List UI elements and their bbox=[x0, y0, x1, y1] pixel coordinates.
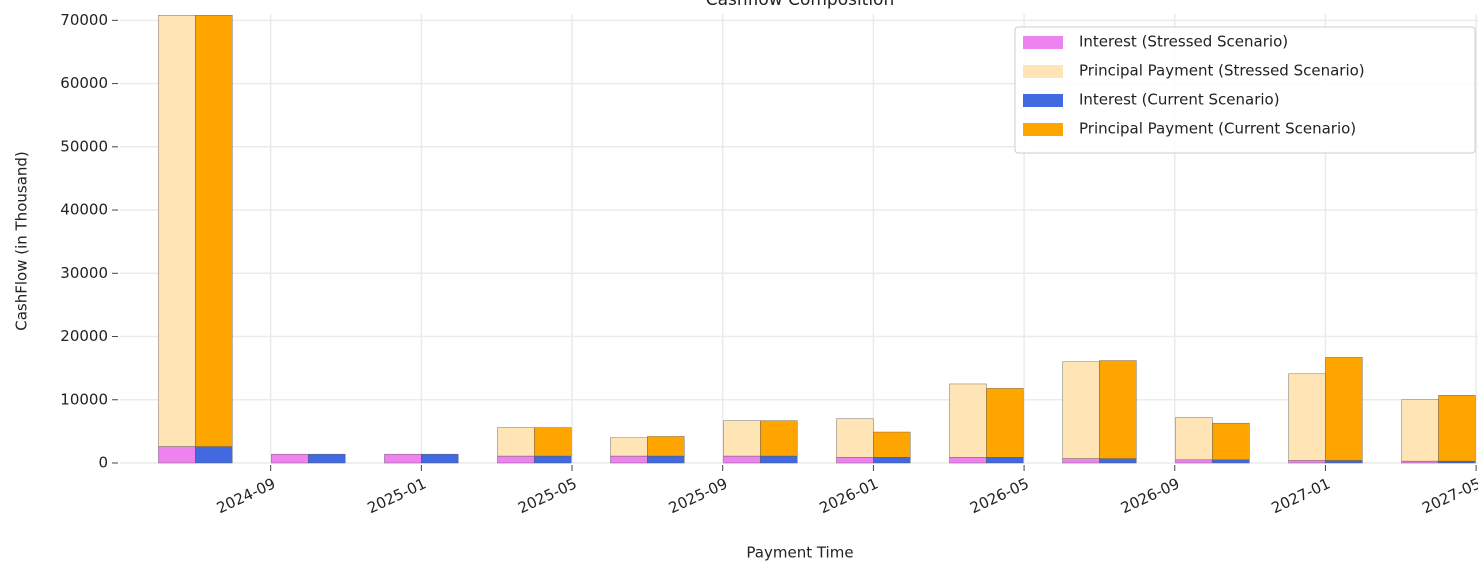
legend-label: Principal Payment (Stressed Scenario) bbox=[1079, 62, 1365, 80]
y-tick-label: 70000 bbox=[60, 11, 108, 29]
bar bbox=[308, 453, 346, 464]
bar bbox=[158, 446, 196, 464]
bar bbox=[647, 455, 685, 464]
bar bbox=[1438, 395, 1476, 462]
bar bbox=[1175, 417, 1213, 461]
x-tick-label: 2025-09 bbox=[666, 474, 730, 517]
x-tick-label: 2027-05 bbox=[1419, 474, 1478, 517]
bar bbox=[1325, 460, 1363, 464]
legend-swatch bbox=[1023, 123, 1063, 136]
x-tick-label: 2024-09 bbox=[214, 474, 278, 517]
bar bbox=[949, 383, 987, 458]
bar bbox=[723, 420, 761, 457]
legend-label: Interest (Current Scenario) bbox=[1079, 91, 1280, 109]
legend-label: Interest (Stressed Scenario) bbox=[1079, 33, 1288, 51]
legend-box bbox=[1014, 26, 1476, 154]
bar bbox=[1175, 459, 1213, 464]
bar bbox=[1401, 399, 1439, 462]
bar bbox=[195, 446, 233, 464]
bar bbox=[1438, 460, 1476, 464]
bar bbox=[497, 427, 535, 457]
x-tick-label: 2027-01 bbox=[1269, 474, 1333, 517]
bar bbox=[1288, 373, 1326, 461]
bar bbox=[271, 453, 309, 464]
y-tick-label: 50000 bbox=[60, 137, 108, 155]
x-tick-label: 2025-05 bbox=[515, 474, 579, 517]
legend-swatch bbox=[1023, 94, 1063, 107]
bar bbox=[384, 453, 422, 464]
y-tick-label: 10000 bbox=[60, 390, 108, 408]
x-tick-label: 2026-05 bbox=[967, 474, 1031, 517]
bar bbox=[158, 15, 196, 447]
bar bbox=[1325, 357, 1363, 461]
bar bbox=[1062, 458, 1100, 464]
bar bbox=[760, 420, 798, 457]
bar bbox=[986, 388, 1024, 458]
x-tick-label: 2025-01 bbox=[365, 474, 429, 517]
legend-swatch bbox=[1023, 65, 1063, 78]
bar bbox=[497, 455, 535, 464]
y-tick-label: 40000 bbox=[60, 201, 108, 219]
chart-title: Cashflow Composition bbox=[706, 0, 895, 10]
x-tick-label: 2026-01 bbox=[817, 474, 881, 517]
bar bbox=[534, 455, 572, 464]
bar bbox=[836, 457, 874, 464]
bar bbox=[647, 436, 685, 457]
y-tick-label: 0 bbox=[98, 454, 108, 472]
x-axis-label: Payment Time bbox=[746, 544, 853, 562]
bar bbox=[534, 427, 572, 457]
bar bbox=[421, 453, 459, 464]
bar bbox=[986, 457, 1024, 464]
y-axis-label: CashFlow (in Thousand) bbox=[13, 151, 31, 331]
bar bbox=[1401, 460, 1439, 464]
bar bbox=[610, 455, 648, 464]
bar bbox=[873, 431, 911, 458]
bar bbox=[1288, 460, 1326, 464]
y-tick-label: 30000 bbox=[60, 264, 108, 282]
bar bbox=[949, 457, 987, 464]
y-tick-label: 60000 bbox=[60, 74, 108, 92]
bar bbox=[760, 455, 798, 464]
bar bbox=[873, 457, 911, 464]
bar bbox=[723, 455, 761, 464]
legend-swatch bbox=[1023, 36, 1063, 49]
bar bbox=[1099, 458, 1137, 464]
bar bbox=[1212, 459, 1250, 464]
bar bbox=[195, 15, 233, 447]
bar bbox=[836, 418, 874, 458]
bar bbox=[1212, 422, 1250, 461]
bar bbox=[1062, 361, 1100, 459]
legend-label: Principal Payment (Current Scenario) bbox=[1079, 120, 1356, 138]
y-tick-label: 20000 bbox=[60, 327, 108, 345]
bar bbox=[1099, 360, 1137, 459]
bar bbox=[610, 437, 648, 457]
x-tick-label: 2026-09 bbox=[1118, 474, 1182, 517]
